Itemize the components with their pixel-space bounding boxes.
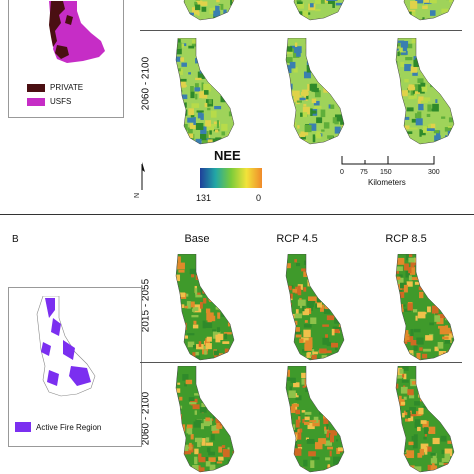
- legend-usfs-label: USFS: [50, 97, 72, 106]
- north-label: N: [134, 192, 142, 199]
- legend-active-fire: Active Fire Region: [15, 422, 101, 432]
- nee-max-label: 0: [256, 193, 262, 203]
- column-header-base: Base: [184, 233, 210, 245]
- ownership-inset: PRIVATE USFS: [8, 0, 124, 118]
- legend-private: PRIVATE: [27, 83, 83, 92]
- map-a-bottom-rcp45: [280, 38, 350, 146]
- region-map: [395, 38, 455, 145]
- region-map: [395, 254, 455, 361]
- fire-region-inset: Active Fire Region: [8, 287, 142, 447]
- scale-tick-300: 300: [428, 169, 440, 176]
- region-map: [175, 254, 235, 361]
- nee-legend-title: NEE: [214, 148, 241, 163]
- region-map: [395, 366, 455, 473]
- region-map: [175, 38, 235, 145]
- map-a-bottom-base: [170, 38, 240, 146]
- map-a-bottom-rcp85: [390, 38, 460, 146]
- map-b-2015-base: [170, 254, 240, 362]
- column-header-rcp85: RCP 8.5: [385, 233, 427, 245]
- north-arrow-icon: [141, 162, 145, 190]
- map-b-2060-rcp45: [280, 366, 350, 474]
- row-label-a-2060-2100: 2060 - 2100: [140, 56, 152, 111]
- map-b-2060-rcp85: [390, 366, 460, 474]
- scale-bar: [341, 156, 435, 165]
- nee-min-label: 131: [196, 193, 212, 203]
- ownership-map: [49, 1, 105, 63]
- map-a-top-rcp45: [280, 0, 350, 22]
- column-header-rcp45: RCP 4.5: [276, 233, 318, 245]
- region-map: [285, 254, 345, 361]
- scale-tick-150: 150: [380, 169, 392, 176]
- nee-colorbar: [200, 168, 262, 188]
- row-label-b-2015-2055: 2015 - 2055: [140, 278, 152, 333]
- legend-usfs: USFS: [27, 97, 71, 106]
- row-divider-b: [140, 362, 462, 363]
- legend-active-fire-label: Active Fire Region: [36, 422, 102, 432]
- region-map: [286, 0, 345, 21]
- scale-tick-75: 75: [360, 169, 368, 176]
- region-map: [176, 0, 235, 21]
- map-a-top-rcp85: [390, 0, 460, 22]
- row-divider-a: [140, 30, 462, 31]
- row-label-b-2060-2100: 2060 - 2100: [140, 391, 152, 446]
- legend-private-label: PRIVATE: [50, 83, 84, 92]
- fire-region-map: [36, 296, 96, 397]
- region-map: [285, 366, 345, 473]
- region-map: [175, 366, 235, 473]
- region-map: [396, 0, 455, 21]
- active-fire-swatch: [15, 422, 31, 432]
- map-b-2015-rcp85: [390, 254, 460, 362]
- scale-tick-0: 0: [340, 169, 344, 176]
- region-map: [285, 38, 345, 145]
- map-b-2060-base: [170, 366, 240, 474]
- map-b-2015-rcp45: [280, 254, 350, 362]
- scale-unit-label: Kilometers: [368, 178, 406, 187]
- panel-separator: [0, 214, 474, 215]
- private-swatch: [27, 83, 45, 92]
- map-a-top-base: [170, 0, 240, 22]
- panel-b-label: B: [12, 234, 19, 245]
- usfs-swatch: [27, 97, 45, 106]
